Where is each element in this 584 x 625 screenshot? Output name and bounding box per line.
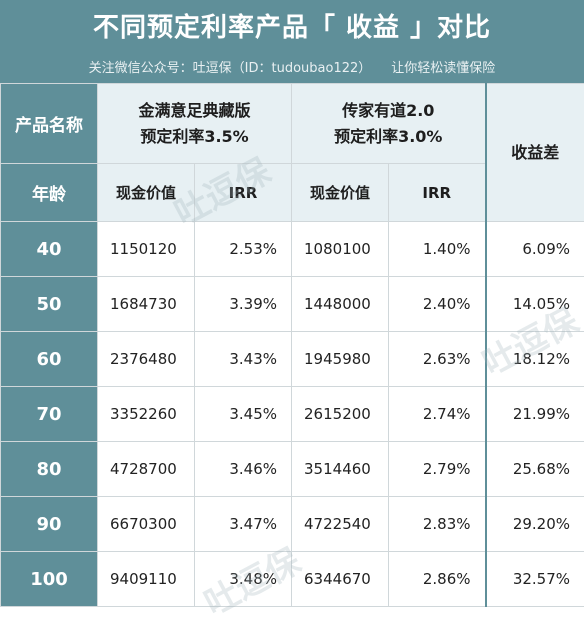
product-b-irr-cell: 2.40% (389, 277, 486, 332)
age-cell: 50 (1, 277, 98, 332)
age-cell: 80 (1, 442, 98, 497)
product-a-name: 金满意足典藏版 (98, 98, 291, 124)
age-header: 年龄 (1, 164, 98, 222)
product-a-header: 金满意足典藏版 预定利率3.5% (98, 84, 292, 164)
product-a-irr-cell: 2.53% (195, 222, 292, 277)
comparison-table: 产品名称 金满意足典藏版 预定利率3.5% 传家有道2.0 预定利率3.0% 收… (0, 83, 584, 607)
product-a-irr-header: IRR (195, 164, 292, 222)
product-b-irr-cell: 2.74% (389, 387, 486, 442)
product-b-irr-cell: 2.63% (389, 332, 486, 387)
product-a-cash-cell: 9409110 (98, 552, 195, 607)
product-b-irr-cell: 1.40% (389, 222, 486, 277)
product-b-cash-cell: 3514460 (292, 442, 389, 497)
product-b-cash-cell: 1448000 (292, 277, 389, 332)
product-a-irr-cell: 3.46% (195, 442, 292, 497)
product-a-cash-header: 现金价值 (98, 164, 195, 222)
age-cell: 60 (1, 332, 98, 387)
product-name-header: 产品名称 (1, 84, 98, 164)
diff-header: 收益差 (486, 84, 584, 222)
product-b-cash-cell: 1945980 (292, 332, 389, 387)
product-a-cash-cell: 3352260 (98, 387, 195, 442)
age-cell: 40 (1, 222, 98, 277)
product-b-irr-cell: 2.86% (389, 552, 486, 607)
product-b-cash-header: 现金价值 (292, 164, 389, 222)
page-title: 不同预定利率产品「 收益 」对比 (0, 0, 584, 50)
diff-cell: 32.57% (486, 552, 584, 607)
product-a-rate: 预定利率3.5% (98, 124, 291, 150)
product-b-header: 传家有道2.0 预定利率3.0% (292, 84, 486, 164)
age-cell: 90 (1, 497, 98, 552)
product-a-cash-cell: 1684730 (98, 277, 195, 332)
product-b-cash-cell: 6344670 (292, 552, 389, 607)
diff-cell: 21.99% (486, 387, 584, 442)
age-cell: 100 (1, 552, 98, 607)
header-row-products: 产品名称 金满意足典藏版 预定利率3.5% 传家有道2.0 预定利率3.0% 收… (1, 84, 584, 164)
age-cell: 70 (1, 387, 98, 442)
diff-cell: 29.20% (486, 497, 584, 552)
product-b-rate: 预定利率3.0% (292, 124, 485, 150)
diff-cell: 14.05% (486, 277, 584, 332)
product-a-irr-cell: 3.47% (195, 497, 292, 552)
diff-cell: 18.12% (486, 332, 584, 387)
product-b-cash-cell: 1080100 (292, 222, 389, 277)
product-a-cash-cell: 4728700 (98, 442, 195, 497)
page-subtitle: 关注微信公众号：吐逗保（ID：tudoubao122） 让你轻松读懂保险 (0, 50, 584, 83)
product-b-name: 传家有道2.0 (292, 98, 485, 124)
subtitle-account: 关注微信公众号：吐逗保（ID：tudoubao122） (89, 57, 372, 76)
product-b-irr-cell: 2.83% (389, 497, 486, 552)
diff-cell: 25.68% (486, 442, 584, 497)
subtitle-slogan: 让你轻松读懂保险 (391, 57, 495, 76)
product-b-cash-cell: 2615200 (292, 387, 389, 442)
product-b-cash-cell: 4722540 (292, 497, 389, 552)
product-b-irr-cell: 2.79% (389, 442, 486, 497)
product-a-irr-cell: 3.45% (195, 387, 292, 442)
product-a-irr-cell: 3.39% (195, 277, 292, 332)
product-a-irr-cell: 3.43% (195, 332, 292, 387)
comparison-page: 不同预定利率产品「 收益 」对比 关注微信公众号：吐逗保（ID：tudoubao… (0, 0, 584, 608)
product-a-cash-cell: 1150120 (98, 222, 195, 277)
product-a-cash-cell: 6670300 (98, 497, 195, 552)
diff-cell: 6.09% (486, 222, 584, 277)
product-b-irr-header: IRR (389, 164, 486, 222)
product-a-cash-cell: 2376480 (98, 332, 195, 387)
product-a-irr-cell: 3.48% (195, 552, 292, 607)
